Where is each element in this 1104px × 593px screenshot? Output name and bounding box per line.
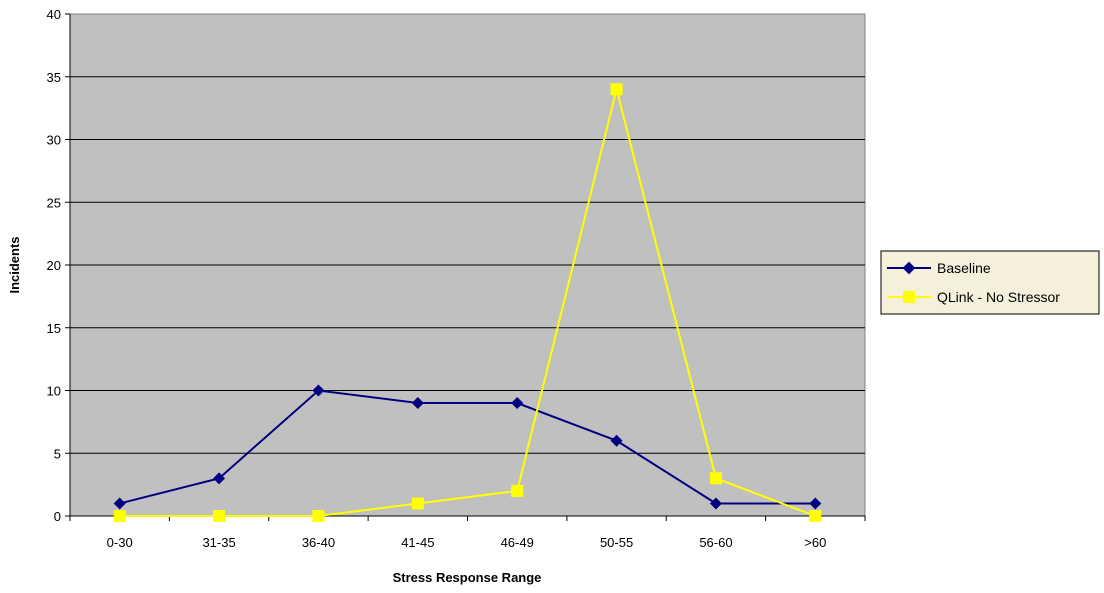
y-axis-title: Incidents	[7, 236, 22, 293]
data-point	[809, 497, 822, 510]
x-tick-label: 41-45	[401, 535, 434, 550]
y-tick-label: 25	[47, 195, 61, 210]
data-point	[511, 397, 524, 410]
legend: Baseline QLink - No Stressor	[880, 250, 1100, 315]
data-point	[709, 497, 722, 510]
series-layer	[113, 83, 822, 522]
data-point	[312, 510, 325, 522]
y-tick-label: 30	[47, 133, 61, 148]
y-tick-label: 5	[54, 446, 61, 461]
series-line	[119, 89, 816, 517]
x-tick-label: 56-60	[699, 535, 732, 550]
x-tick-label: 31-35	[202, 535, 235, 550]
data-point	[610, 434, 623, 447]
data-point	[213, 510, 226, 522]
legend-box	[880, 250, 1100, 315]
y-tick-label: 35	[47, 70, 61, 85]
series-line	[119, 389, 816, 505]
x-tick-label: 36-40	[302, 535, 335, 550]
y-tick-label: 15	[47, 321, 61, 336]
data-point	[312, 384, 325, 397]
data-point	[511, 484, 524, 497]
x-axis-title: Stress Response Range	[393, 570, 542, 585]
y-axis-ticks: 0 5 10 15 20 25 30 35 40	[47, 7, 70, 524]
data-point	[113, 497, 126, 510]
data-point	[213, 472, 226, 485]
series-qlink-no-stressor	[113, 83, 822, 522]
data-point	[809, 510, 822, 522]
data-point	[411, 397, 424, 410]
gridlines	[70, 76, 865, 454]
legend-qlink-label: QLink - No Stressor	[937, 289, 1060, 305]
legend-baseline-label: Baseline	[937, 260, 991, 276]
y-tick-label: 20	[47, 258, 61, 273]
data-point	[411, 497, 424, 510]
x-tick-label: >60	[804, 535, 826, 550]
y-tick-label: 40	[47, 7, 61, 22]
data-point	[610, 83, 623, 96]
data-point	[709, 472, 722, 485]
y-tick-label: 10	[47, 384, 61, 399]
x-tick-label: 46-49	[501, 535, 534, 550]
x-tick-label: 0-30	[107, 535, 133, 550]
legend-qlink-marker	[903, 291, 915, 303]
series-baseline	[113, 384, 822, 510]
data-point	[113, 510, 126, 522]
y-tick-label: 0	[54, 509, 61, 524]
x-axis-ticks: 0-30 31-35 36-40 41-45 46-49 50-55 56-60 >60	[69, 516, 866, 550]
x-tick-label: 50-55	[600, 535, 633, 550]
